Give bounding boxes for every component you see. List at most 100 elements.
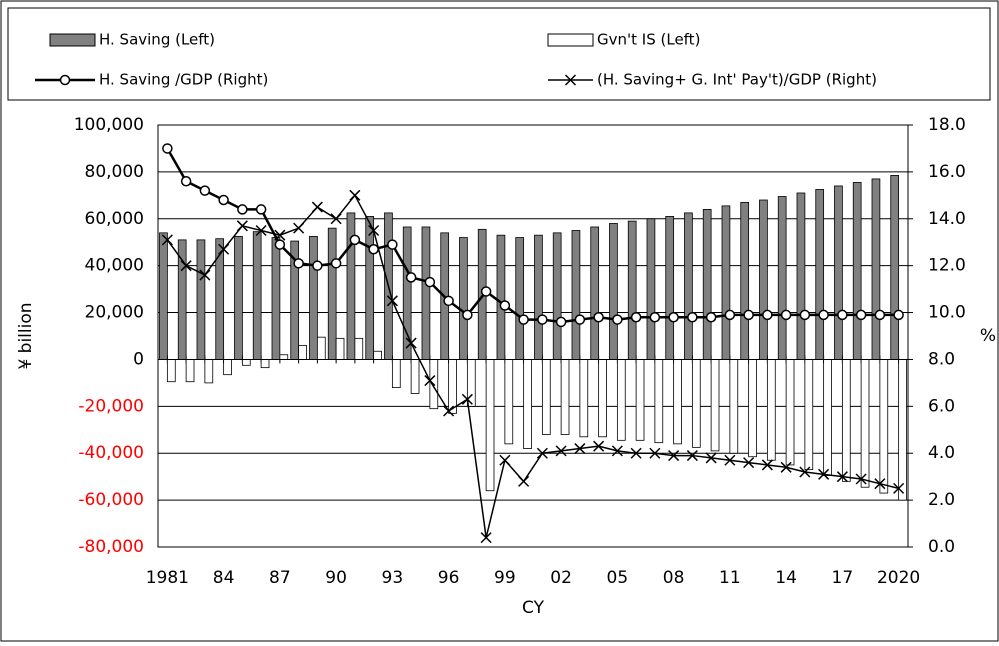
x-tick-label: 2020 [877,568,920,588]
x-tick-label: 17 [832,568,854,588]
bar [335,337,345,360]
marker [630,447,642,459]
bar [646,218,656,360]
y2-axis-label: % [980,326,996,346]
legend-swatch [49,33,96,47]
marker [837,309,848,321]
x-tick-label: 14 [775,568,797,588]
bar [702,208,712,360]
marker [180,176,192,187]
marker [686,450,698,462]
marker [536,447,548,459]
bar [391,359,401,388]
bar [271,237,281,360]
marker [518,314,529,325]
bar [504,359,514,445]
marker [443,295,454,307]
marker [574,314,586,325]
bar [590,226,600,360]
legend-label: H. Saving /GDP (Right) [99,71,268,89]
line [166,147,899,324]
marker [687,311,698,323]
bar [627,220,637,360]
legend-label: H. Saving (Left) [99,31,215,49]
marker [555,445,567,457]
marker [724,454,736,466]
marker [368,244,379,255]
y-axis-label: ¥ billion [16,302,36,369]
x-tick-label: 08 [663,568,685,588]
bar [515,237,525,360]
marker [480,286,492,297]
bar [815,189,825,360]
x-tick-label: 93 [382,568,404,588]
marker [180,260,192,272]
y-tick-label: 100,000 [74,115,144,135]
y2-tick-label: 2.0 [928,490,955,510]
marker [855,473,867,485]
bar [309,235,318,360]
bar [204,359,214,384]
y2-tick-label: 16.0 [928,162,966,182]
marker [405,337,417,349]
marker [518,475,530,487]
x-tick-label: 1981 [146,568,189,588]
bar [421,226,431,360]
marker [743,309,754,321]
marker [462,309,473,321]
marker [836,471,848,483]
y2-tick-label: 6.0 [928,396,955,416]
marker [668,450,680,462]
marker [612,314,623,325]
marker [293,258,304,269]
marker [743,457,755,469]
bar [748,359,757,458]
x-tick-label: 90 [325,568,347,588]
marker [236,220,248,232]
marker [762,309,773,321]
bar [496,234,506,360]
marker [855,309,867,321]
bar [459,237,468,360]
marker [630,311,642,323]
bar [241,359,251,366]
y-tick-label: -80,000 [78,537,144,557]
bar [823,359,832,476]
bar [673,359,682,445]
marker [387,239,398,250]
marker [424,276,436,288]
bar [898,359,907,501]
bar [766,359,776,461]
marker [349,189,361,201]
legend-label: Gvn't IS (Left) [597,31,700,49]
marker [593,440,605,452]
marker [893,309,904,321]
x-tick-label: 96 [438,568,460,588]
bar [196,239,206,360]
bar [860,359,870,488]
x-tick-label: 99 [494,568,516,588]
bar [260,359,270,369]
line [166,193,899,538]
marker [255,204,267,215]
marker [818,309,829,321]
legend-box [7,7,991,101]
bar [365,216,375,360]
bar [785,359,795,466]
marker [668,311,679,323]
marker [162,143,173,154]
marker [368,224,380,237]
marker [311,201,323,213]
legend-marker [59,74,71,86]
marker [780,309,792,321]
x-tick-label: 02 [550,568,572,588]
y2-tick-label: 14.0 [928,209,966,229]
y2-tick-label: 10.0 [928,303,966,323]
bar [252,231,262,360]
bar [879,359,889,494]
bar [523,359,532,449]
marker [799,309,811,321]
bar [541,359,551,435]
marker [818,468,830,480]
